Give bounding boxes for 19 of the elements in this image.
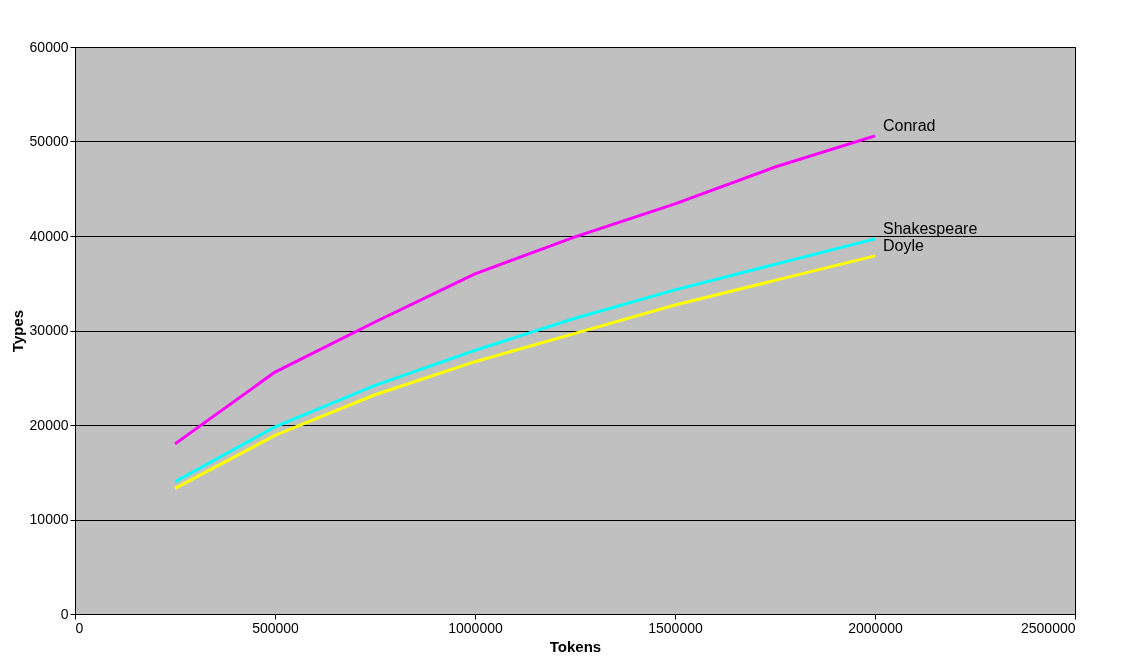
series-label: Doyle (883, 236, 925, 254)
y-tick-label: 40000 (29, 227, 69, 244)
x-tick-label: 500000 (252, 619, 300, 636)
x-tick-label: 0 (75, 619, 84, 636)
y-tick-label: 30000 (29, 322, 69, 338)
x-tick-label: 1000000 (448, 619, 503, 636)
y-tick-label: 20000 (29, 416, 69, 433)
x-tick-label: 2000000 (848, 619, 903, 636)
x-tick-label: 1500000 (648, 619, 703, 636)
y-axis-title: Types (8, 309, 26, 353)
line-series (173, 134, 877, 446)
x-axis-title: Tokens (549, 637, 602, 655)
series-label: Conrad (883, 116, 936, 134)
series-label: Shakespeare (883, 219, 978, 237)
y-tick-label: 0 (60, 605, 69, 622)
x-tick-label: 2500000 (1020, 619, 1076, 636)
y-tick-label: 50000 (29, 133, 69, 149)
y-tick-label: 60000 (29, 38, 69, 55)
y-tick-label: 10000 (29, 511, 69, 527)
